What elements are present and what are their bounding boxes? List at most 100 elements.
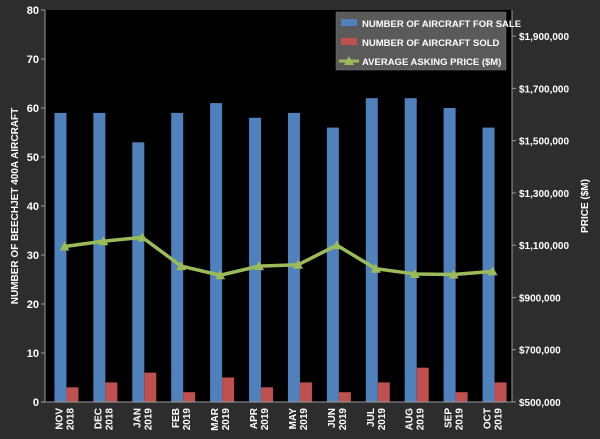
y-tick-label: 20 — [27, 299, 39, 311]
bar-for-sale — [171, 112, 184, 403]
bar-for-sale — [210, 103, 223, 402]
y2-tick-label: $500,000 — [519, 398, 561, 409]
y-tick-label: 50 — [27, 152, 39, 164]
y2-axis-title: PRICE ($M) — [580, 179, 591, 233]
price-line — [64, 235, 493, 278]
y-tick-label: 80 — [27, 5, 39, 17]
bar-sold — [494, 382, 507, 402]
x-tick-label: OCT 2019 — [483, 408, 505, 431]
price-marker — [487, 266, 498, 276]
bar-for-sale — [365, 98, 378, 402]
bar-sold — [144, 372, 157, 402]
x-tick-label: AUG 2019 — [405, 408, 427, 431]
x-tick-year: 2019 — [260, 408, 271, 431]
x-tick-month: FEB — [171, 408, 182, 428]
y-tick-label: 40 — [27, 201, 39, 213]
x-tick-year: 2019 — [455, 408, 466, 431]
bar-sold — [105, 382, 118, 402]
bar-for-sale — [249, 117, 262, 403]
y-tick-label: 10 — [27, 348, 39, 360]
bar-sold — [299, 382, 312, 402]
x-tick-month: JUN — [327, 408, 338, 428]
x-tick-month: JAN — [132, 408, 143, 428]
y2-tick-label: $1,700,000 — [519, 84, 569, 95]
x-tick-year: 2019 — [416, 408, 427, 431]
bar-sold — [338, 392, 351, 402]
y-tick-label: 60 — [27, 103, 39, 115]
bar-sold — [222, 377, 235, 402]
bar-for-sale — [93, 112, 106, 403]
bar-for-sale — [132, 142, 145, 403]
price-marker — [98, 236, 109, 246]
x-tick-label: NOV 2018 — [54, 408, 76, 431]
price-marker — [370, 263, 381, 273]
x-tick-label: SEP 2019 — [444, 408, 466, 431]
y-tick-label: 70 — [27, 54, 39, 66]
x-tick-label: MAY 2019 — [288, 408, 310, 431]
bar-for-sale — [482, 127, 495, 402]
y2-tick-label: $1,300,000 — [519, 189, 569, 200]
x-tick-year: 2019 — [299, 408, 310, 431]
x-tick-year: 2019 — [377, 408, 388, 431]
y2-tick-label: $1,100,000 — [519, 241, 569, 252]
x-tick-year: 2019 — [221, 408, 232, 431]
legend — [335, 11, 507, 71]
x-tick-year: 2019 — [338, 408, 349, 431]
x-tick-label: FEB 2019 — [171, 408, 193, 431]
x-tick-year: 2019 — [494, 408, 505, 431]
x-tick-month: APR — [249, 407, 260, 429]
x-tick-month: SEP — [444, 408, 455, 428]
bar-for-sale — [443, 108, 456, 402]
x-tick-month: JUL — [366, 408, 377, 427]
price-marker — [409, 268, 420, 278]
price-marker — [331, 240, 342, 250]
x-tick-year: 2018 — [65, 408, 76, 431]
y2-tick-label: $900,000 — [519, 293, 561, 304]
x-tick-label: JUL 2019 — [366, 408, 388, 431]
y2-tick-label: $1,900,000 — [519, 32, 569, 43]
bar-sold — [66, 387, 79, 402]
legend-swatch — [341, 19, 357, 26]
x-tick-label: APR 2019 — [249, 407, 271, 430]
price-marker — [292, 259, 303, 269]
price-marker — [215, 270, 226, 280]
plot-area — [45, 10, 512, 402]
price-marker — [176, 261, 187, 271]
bar-for-sale — [54, 112, 67, 403]
legend-label: AVERAGE ASKING PRICE ($M) — [362, 57, 501, 68]
bar-sold — [377, 382, 390, 402]
bar-sold — [261, 387, 274, 402]
price-marker — [254, 261, 265, 271]
y-tick-label: 0 — [33, 397, 39, 409]
bar-for-sale — [404, 98, 417, 402]
x-tick-year: 2018 — [104, 408, 115, 431]
x-tick-month: AUG — [405, 408, 416, 430]
bar-sold — [183, 392, 196, 402]
x-tick-month: MAY — [288, 408, 299, 430]
legend-marker — [344, 56, 354, 65]
bar-sold — [416, 367, 429, 402]
bar-for-sale — [287, 112, 300, 403]
price-marker — [59, 241, 70, 251]
x-tick-year: 2019 — [143, 408, 154, 431]
legend-swatch — [341, 38, 357, 45]
x-tick-month: MAR — [210, 407, 221, 431]
y2-tick-label: $1,500,000 — [519, 137, 569, 148]
x-tick-label: JUN 2019 — [327, 408, 349, 431]
x-tick-label: DEC 2018 — [93, 408, 115, 431]
legend-label: NUMBER OF AIRCRAFT SOLD — [362, 38, 500, 49]
x-tick-label: MAR 2019 — [210, 407, 232, 431]
price-marker — [448, 269, 459, 279]
x-tick-month: OCT — [483, 408, 494, 429]
x-tick-month: DEC — [93, 408, 104, 429]
bar-for-sale — [326, 127, 339, 402]
y2-tick-label: $700,000 — [519, 346, 561, 357]
bar-sold — [455, 392, 468, 402]
x-tick-year: 2019 — [182, 408, 193, 431]
price-marker — [137, 232, 148, 242]
y-tick-label: 30 — [27, 250, 39, 262]
x-tick-label: JAN 2019 — [132, 408, 154, 431]
y-axis-title: NUMBER OF BEECHJET 400A AIRCRAFT — [10, 108, 21, 305]
